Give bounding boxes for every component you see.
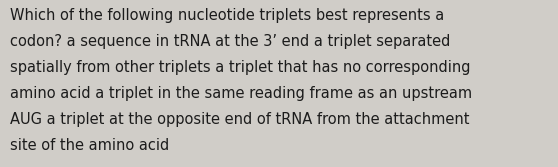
- Text: codon? a sequence in tRNA at the 3’ end a triplet separated: codon? a sequence in tRNA at the 3’ end …: [10, 34, 450, 49]
- Text: AUG a triplet at the opposite end of tRNA from the attachment: AUG a triplet at the opposite end of tRN…: [10, 112, 469, 127]
- Text: site of the amino acid: site of the amino acid: [10, 138, 169, 153]
- Text: Which of the following nucleotide triplets best represents a: Which of the following nucleotide triple…: [10, 8, 444, 23]
- Text: spatially from other triplets a triplet that has no corresponding: spatially from other triplets a triplet …: [10, 60, 470, 75]
- Text: amino acid a triplet in the same reading frame as an upstream: amino acid a triplet in the same reading…: [10, 86, 472, 101]
